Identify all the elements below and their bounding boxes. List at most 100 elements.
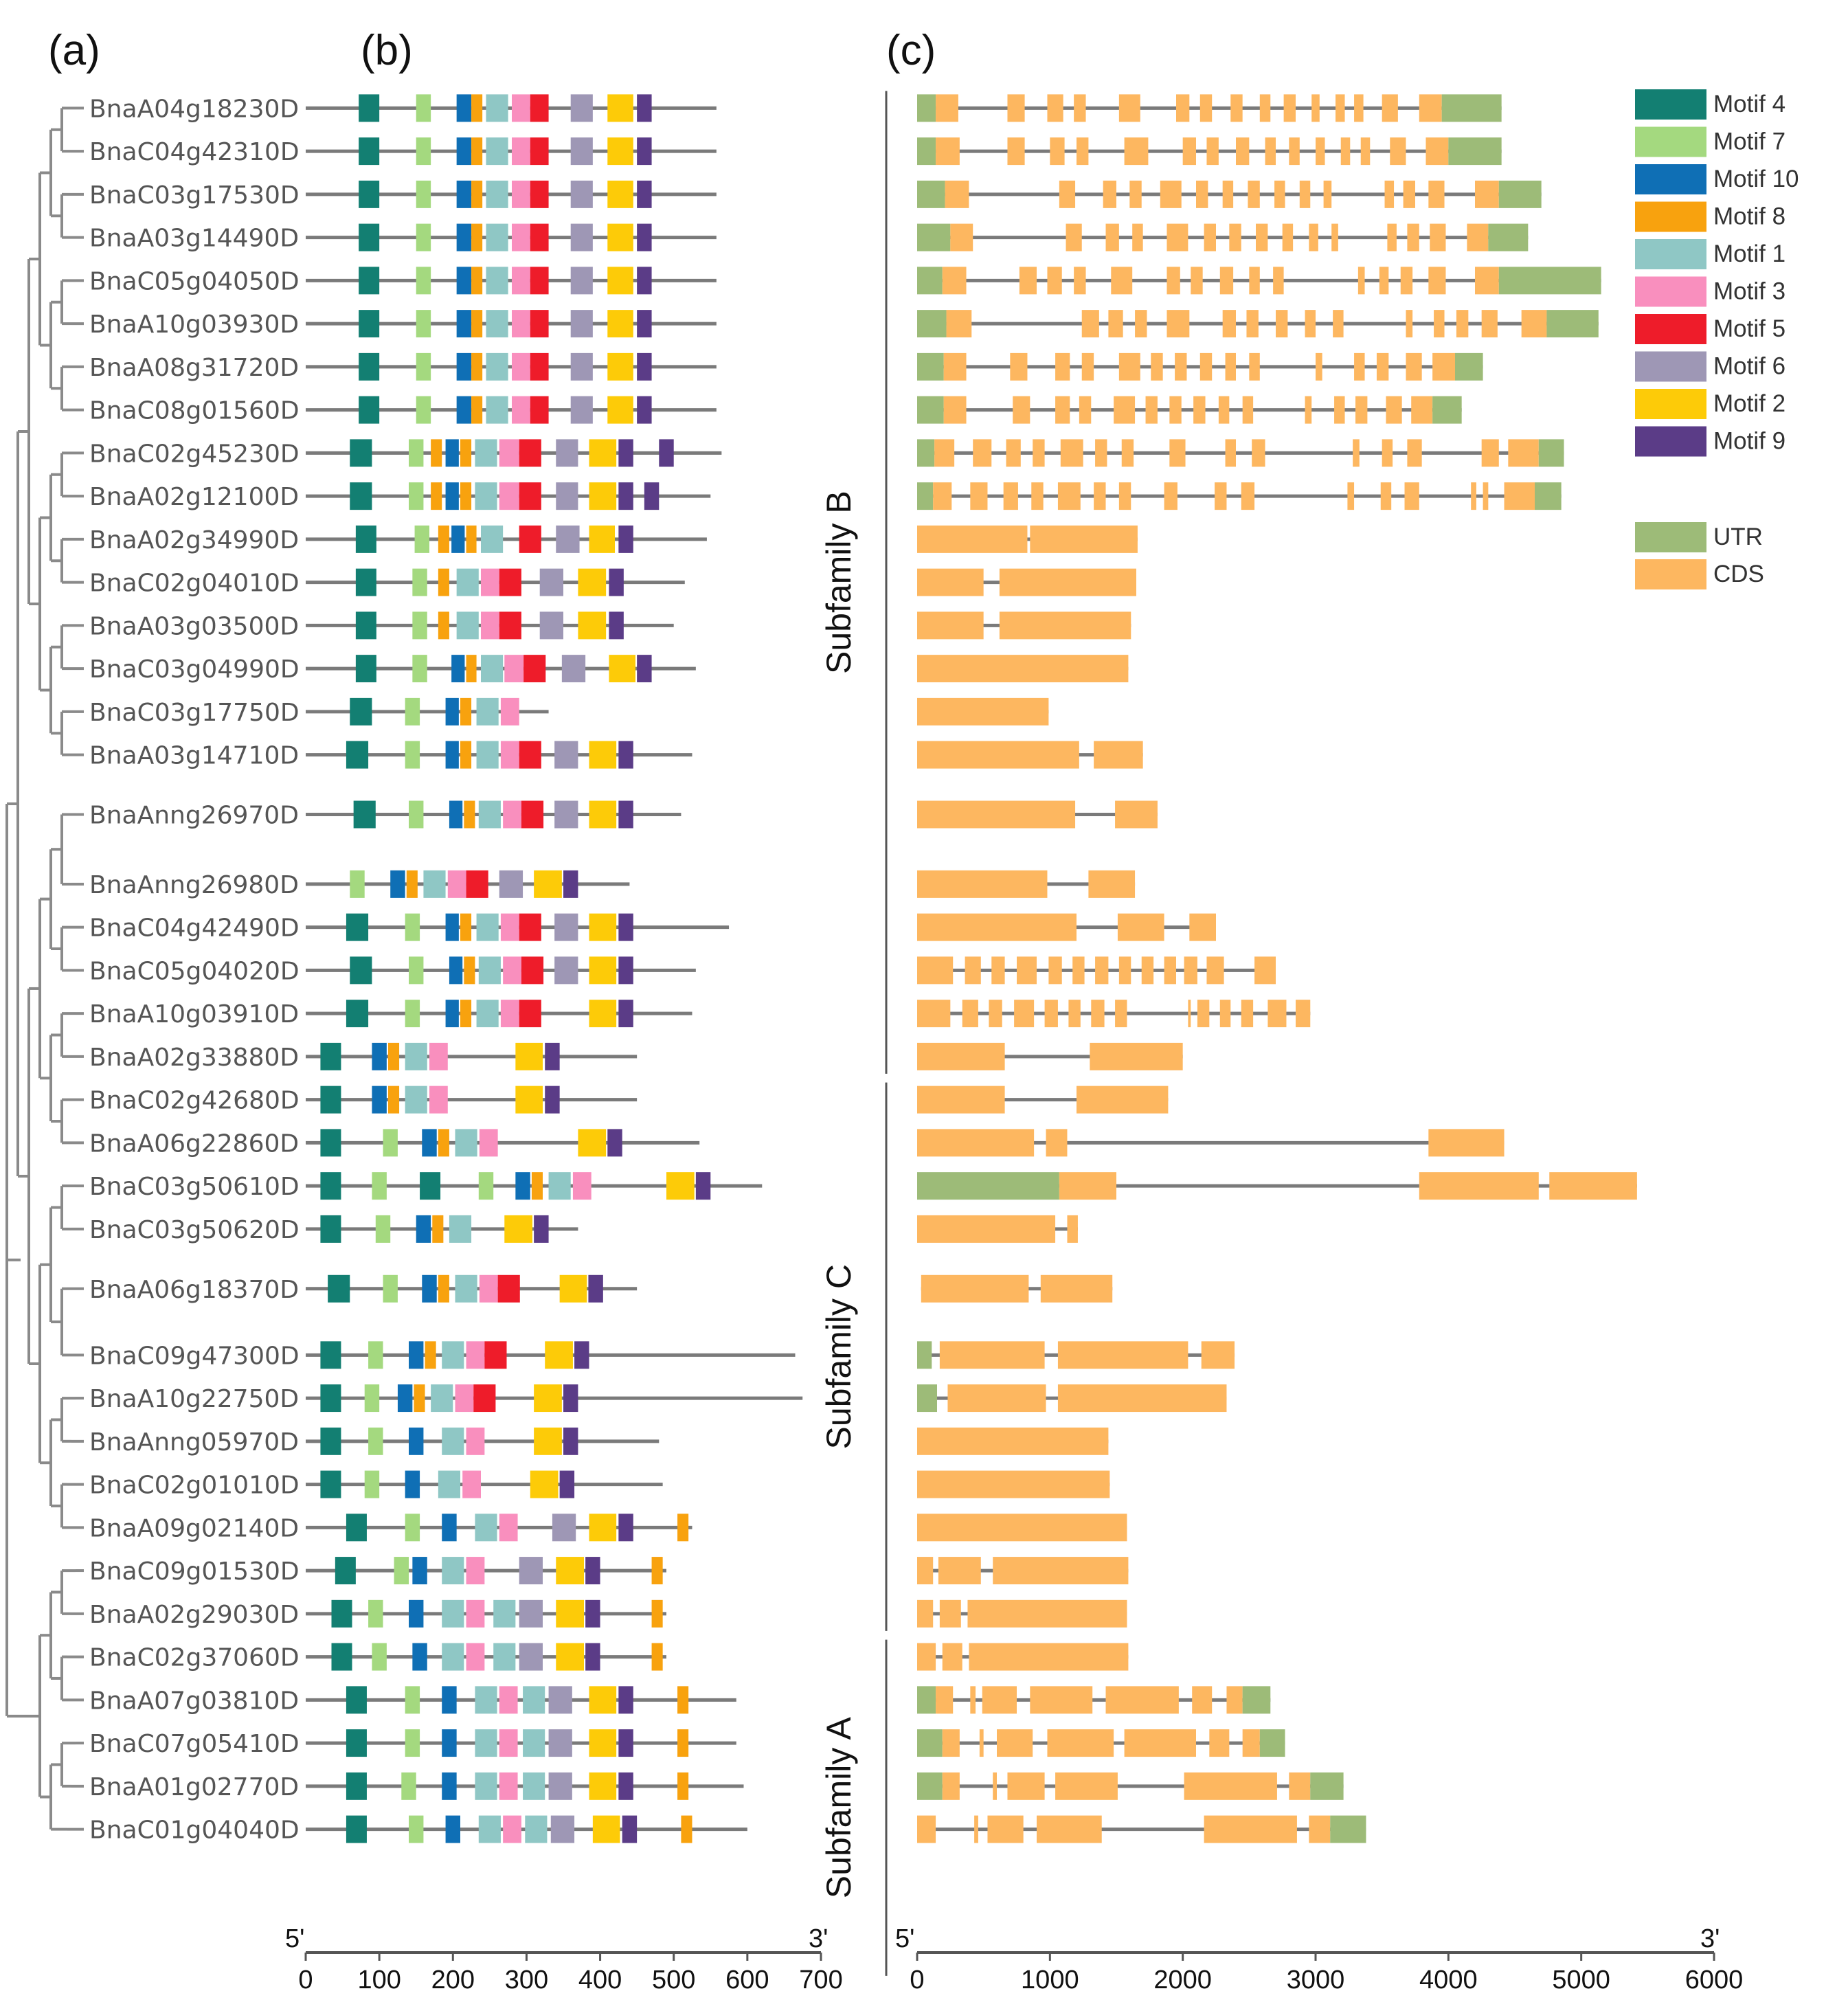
motif-box-m10 [456,94,472,122]
protein-axis-tick-label: 0 [298,1966,313,1994]
cds-box [962,1000,978,1028]
cds-box [1323,180,1332,208]
legend-swatch-m4 [1635,89,1706,120]
cds-box [1305,310,1316,338]
utr-box [1455,352,1483,381]
cds-box [942,1772,960,1800]
motif-box-m1 [476,697,499,726]
motif-box-m1 [455,1274,477,1303]
motif-box-m8 [438,1129,449,1157]
motif-box-m4 [350,439,372,467]
motif-box-m6 [519,1643,543,1671]
panel-label-b: (b) [361,27,413,74]
motif-box-m10 [456,396,472,424]
motif-box-m8 [438,611,449,640]
cds-box [1248,180,1260,208]
cds-box [942,1729,960,1757]
cds-box [1296,1000,1311,1028]
protein-axis-tick-label: 200 [431,1966,475,1994]
motif-box-m2 [589,1000,617,1028]
motif-box-m1 [475,1514,497,1542]
gene-label: BnaA09g02140D [89,1514,299,1542]
motif-box-m3 [512,310,530,338]
cds-box [942,1643,962,1671]
cds-box [1265,137,1276,166]
gene-label: BnaA03g03500D [89,612,299,640]
cds-box [1055,396,1070,424]
panel-label-a: (a) [48,27,100,74]
gene-label: BnaA02g29030D [89,1601,299,1629]
gene-label: BnaA03g14710D [89,742,299,770]
motif-box-m10 [456,223,472,251]
cds-box [1167,310,1190,338]
motif-box-m7 [394,1557,409,1585]
cds-box [1132,223,1143,251]
motif-box-m2 [534,870,562,898]
motif-box-m9 [563,1384,578,1413]
cds-box [1169,439,1186,467]
motif-box-m9 [618,439,633,467]
cds-box [934,439,955,467]
cds-box [1037,1815,1102,1843]
motif-box-m9 [637,94,652,122]
utr-box [1310,1772,1344,1800]
motif-box-m6 [570,137,593,166]
motif-box-m7 [416,396,431,424]
cds-box [1019,267,1037,295]
cds-box [1549,1172,1637,1200]
cds-box [1230,94,1243,122]
cds-box [1192,1686,1213,1714]
motif-box-m5 [497,1274,520,1303]
cds-box [1201,1341,1235,1369]
motif-box-m8 [425,1341,436,1369]
cds-box [917,1000,951,1028]
cds-box [1386,396,1402,424]
cds-box [1030,525,1138,553]
motif-box-m6 [539,568,563,596]
cds-box [1047,267,1062,295]
cds-box [1047,1729,1114,1757]
motif-box-m1 [442,1427,464,1455]
motif-box-m1 [523,1729,545,1757]
motif-box-m7 [416,180,431,208]
protein-axis-tick-label: 500 [652,1966,695,1994]
utr-box [917,439,935,467]
legend-swatch-m2 [1635,389,1706,419]
motif-box-m2 [609,655,635,683]
cds-box [1196,180,1208,208]
motif-box-m2 [607,267,633,295]
motif-box-m4 [350,697,372,726]
cds-box [1357,267,1365,295]
motif-box-m1 [493,1599,516,1628]
motif-box-m8 [460,1000,472,1028]
cds-box [999,568,1136,596]
cds-box [939,1341,1045,1369]
cds-box [1077,1086,1169,1114]
motif-box-m9 [618,913,633,941]
motif-box-m10 [445,482,459,510]
motif-box-m10 [409,1341,424,1369]
motif-box-m7 [416,310,431,338]
cds-box [1055,352,1070,381]
motif-box-m7 [416,223,431,251]
gene-label: BnaC02g37060D [89,1644,300,1672]
motif-box-m5 [530,223,549,251]
motif-box-m4 [346,741,369,769]
cds-box [1309,1815,1331,1843]
motif-box-m1 [476,741,499,769]
motif-box-m4 [320,1470,341,1498]
cds-box [1206,956,1224,985]
cds-box [1403,180,1415,208]
motif-box-m7 [405,741,420,769]
motif-box-m5 [530,396,549,424]
gene-label: BnaC02g42680D [89,1087,300,1115]
motif-box-m2 [589,1514,617,1542]
gene-label: BnaA02g12100D [89,483,299,511]
motif-box-m4 [359,180,380,208]
motif-box-m5 [466,870,488,898]
cds-box [1481,310,1498,338]
cds-box [1406,352,1422,381]
legend-label: Motif 6 [1713,353,1785,380]
cds-box [1007,137,1025,166]
